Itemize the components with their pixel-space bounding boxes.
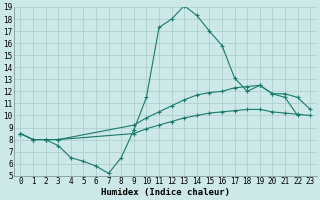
X-axis label: Humidex (Indice chaleur): Humidex (Indice chaleur) bbox=[101, 188, 230, 197]
